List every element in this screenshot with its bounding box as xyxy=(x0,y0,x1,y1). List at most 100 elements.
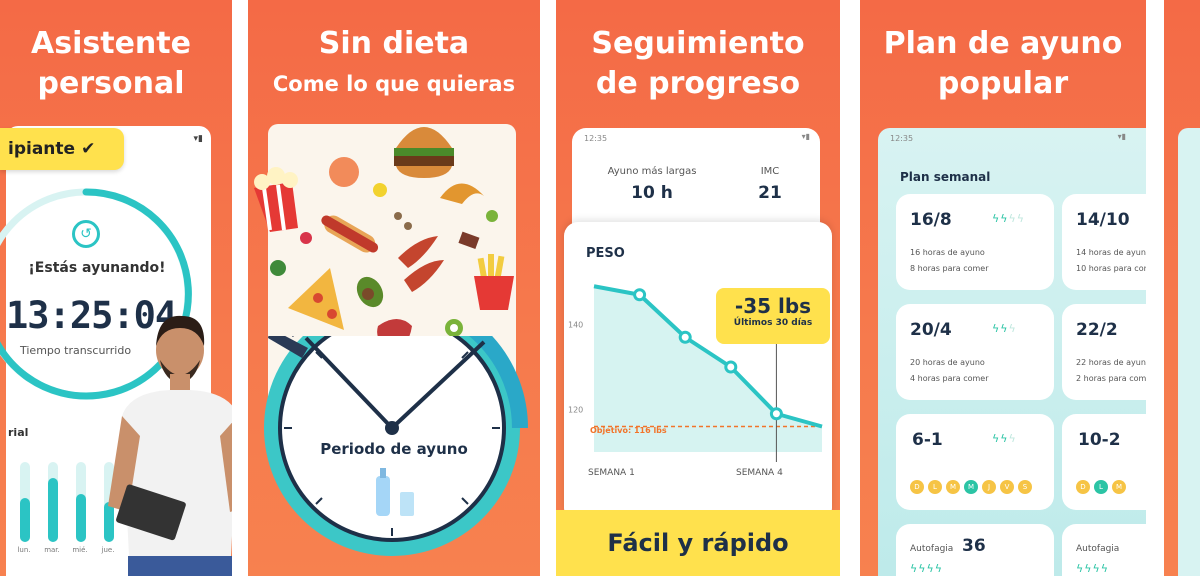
day-bar xyxy=(104,502,114,542)
plan-card-20-4[interactable]: 20/4 ϟϟϟ 20 horas de ayuno 4 horas para … xyxy=(896,304,1054,400)
panel-seguimiento: Seguimiento de progreso 12:35 ▾▮ Ayuno m… xyxy=(556,0,840,576)
clock-label: Periodo de ayuno xyxy=(320,440,468,458)
hotdog-icon xyxy=(321,215,379,253)
x-tick-week1: SEMANA 1 xyxy=(588,468,635,478)
plan-name: 6-1 xyxy=(912,430,943,450)
weight-point xyxy=(633,288,647,302)
day-label: mar. xyxy=(44,546,60,554)
weight-line xyxy=(593,284,823,429)
fasting-timer: 13:25:04 xyxy=(6,294,177,337)
fork-icon xyxy=(268,336,308,358)
fasting-clock xyxy=(264,336,528,556)
shrimp-icon xyxy=(329,157,359,187)
burger-icon xyxy=(394,127,454,178)
plan-line1: 22 horas de ayuno xyxy=(1076,358,1146,367)
status-time: 12:35 xyxy=(890,134,914,143)
footer-text: Fácil y rápido xyxy=(607,529,789,557)
plan-line1: 14 horas de ayuno xyxy=(1076,248,1146,257)
plan-card-autofagia[interactable]: Autofagia ϟϟϟϟ xyxy=(1062,524,1146,576)
wifi-battery-icon: ▾▮ xyxy=(193,134,203,144)
plan-line1: 20 horas de ayuno xyxy=(910,358,985,367)
weight-loss-period: Últimos 30 días xyxy=(733,318,813,328)
day-labels: lun. mar. mié. jue. xyxy=(10,546,140,554)
bolt-icons: ϟϟϟϟ xyxy=(1076,562,1110,575)
stat-imc: IMC 21 xyxy=(740,166,800,203)
panel3-headline: Seguimiento de progreso xyxy=(556,24,840,104)
stat-label: IMC xyxy=(760,166,780,177)
status-time: 12:35 xyxy=(584,134,608,143)
goal-label: Objetivo: 116 lbs xyxy=(590,426,667,435)
day-bar xyxy=(20,498,30,542)
plans-screen: 12:35 ▾▮ Plan semanal 16/8 ϟϟϟϟ 16 horas… xyxy=(878,128,1146,576)
plan-name: 10-2 xyxy=(1078,430,1121,450)
panel3-headline-line2: de progreso xyxy=(595,66,801,101)
panel2-headline: Sin dieta xyxy=(318,26,470,61)
clock-hand-right xyxy=(390,340,486,430)
weight-point xyxy=(769,407,783,421)
level-badge: ipiante ✔ xyxy=(0,128,124,170)
section-title: Plan semanal xyxy=(900,170,991,184)
y-tick-label: 140 xyxy=(568,321,583,330)
level-badge-label: ipiante xyxy=(8,139,76,159)
fasting-status: ¡Estás ayunando! xyxy=(28,260,166,276)
bolt-icons: ϟϟϟ xyxy=(992,432,1017,445)
day-pill: M xyxy=(946,480,960,494)
day-label: jue. xyxy=(101,546,115,554)
wifi-battery-icon: ▾▮ xyxy=(1117,132,1126,141)
plan-line1: 16 horas de ayuno xyxy=(910,248,985,257)
plan-prefix: Autofagia xyxy=(1076,544,1120,554)
weight-area xyxy=(594,286,822,452)
day-pill: D xyxy=(910,480,924,494)
popcorn-icon xyxy=(254,167,298,232)
weight-point xyxy=(724,360,738,374)
plan-line2: 4 horas para comer xyxy=(910,374,989,383)
weight-point xyxy=(678,330,692,344)
stat-longest-fast: Ayuno más largas 10 h xyxy=(592,166,712,203)
chart-title: PESO xyxy=(586,246,625,261)
plan-line2: 10 horas para comer xyxy=(1076,264,1146,273)
weight-loss-badge: -35 lbs Últimos 30 días xyxy=(716,288,830,344)
y-tick-label: 120 xyxy=(568,406,583,415)
plan-prefix: Autofagia xyxy=(910,544,954,554)
panel4-headline: Plan de ayuno popular xyxy=(860,24,1146,104)
bolt-icons: ϟϟϟϟ xyxy=(992,212,1026,225)
day-label: mié. xyxy=(72,546,88,554)
panel1-headline: Asistente personal xyxy=(0,24,232,104)
stat-label: Ayuno más largas xyxy=(607,166,697,177)
day-pill: V xyxy=(1000,480,1014,494)
day-bar xyxy=(76,494,86,542)
panel1-headline-line1: Asistente xyxy=(31,26,191,61)
clock-hand-left xyxy=(304,336,394,430)
plan-card-22-2[interactable]: 22/2 22 horas de ayuno 2 horas para come… xyxy=(1062,304,1146,400)
day-pill: M xyxy=(1112,480,1126,494)
x-tick-week4: SEMANA 4 xyxy=(736,468,783,478)
plan-card-14-10[interactable]: 14/10 14 horas de ayuno 10 horas para co… xyxy=(1062,194,1146,290)
food-illustration xyxy=(254,127,514,392)
croissant-icon xyxy=(440,183,484,204)
weight-chart: 140 120 xyxy=(568,284,823,462)
bolt-icons: ϟϟϟ xyxy=(992,322,1017,335)
day-pill: J xyxy=(982,480,996,494)
elapsed-label: Tiempo transcurrido xyxy=(20,344,132,357)
timer-icon: ↺ xyxy=(72,220,100,248)
stat-value: 21 xyxy=(758,183,782,203)
water-bottle-icon xyxy=(376,476,390,516)
water-glass-icon xyxy=(400,492,414,516)
day-pill: L xyxy=(928,480,942,494)
plan-card-autofagia-36[interactable]: Autofagia 36 ϟϟϟϟ xyxy=(896,524,1054,576)
plan-card-16-8[interactable]: 16/8 ϟϟϟϟ 16 horas de ayuno 8 horas para… xyxy=(896,194,1054,290)
plan-name: 36 xyxy=(962,536,986,556)
panel-asistente-personal: Asistente personal ▾▮ ipiante ✔ ↺ ¡Estás… xyxy=(0,0,232,576)
checkmark-icon: ✔ xyxy=(81,139,96,159)
day-pill: M xyxy=(964,480,978,494)
plan-name: 16/8 xyxy=(910,210,952,230)
panel-next-sliver xyxy=(1164,0,1200,576)
day-pill: S xyxy=(1018,480,1032,494)
fries-icon xyxy=(474,254,514,310)
stat-value: 10 h xyxy=(631,183,673,203)
plan-line2: 8 horas para comer xyxy=(910,264,989,273)
